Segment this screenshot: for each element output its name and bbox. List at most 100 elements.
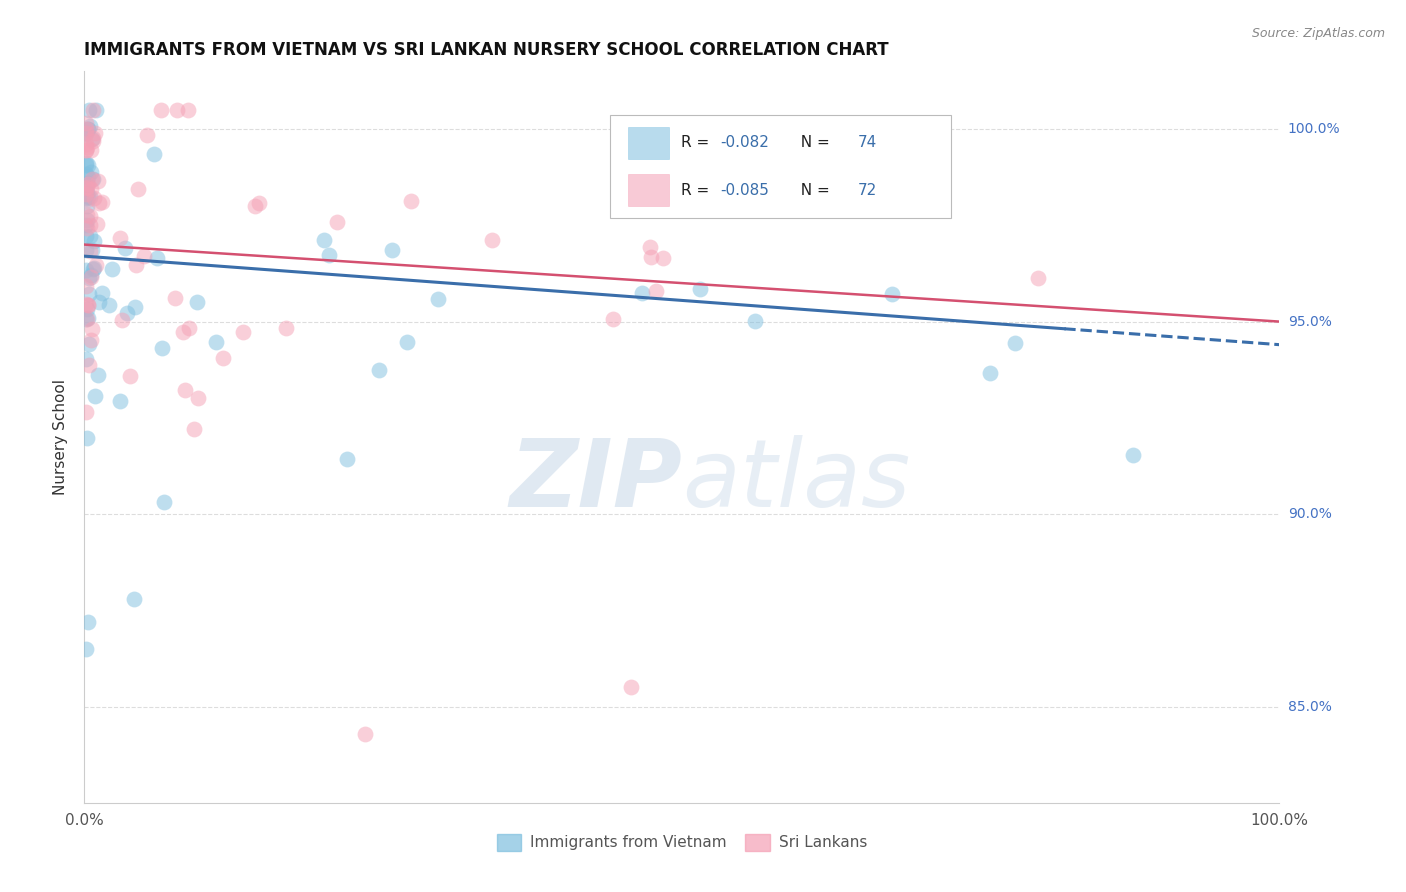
Point: [75, 122, 97, 136]
Point: [401, 194, 423, 209]
Point: [132, 249, 155, 263]
Point: [75, 126, 97, 140]
Point: [79, 229, 101, 244]
Point: [87, 368, 110, 383]
Text: ZIP: ZIP: [509, 435, 682, 527]
Point: [75, 156, 97, 170]
Point: [640, 250, 662, 264]
Point: [80, 268, 103, 283]
Point: [979, 366, 1001, 380]
FancyBboxPatch shape: [628, 174, 669, 206]
Point: [127, 182, 149, 196]
Point: [76, 199, 98, 213]
Point: [80, 171, 103, 186]
Text: R =: R =: [681, 183, 714, 198]
Point: [77, 298, 100, 312]
Point: [77, 190, 100, 204]
Point: [243, 199, 266, 213]
Point: [79, 209, 101, 223]
Point: [136, 128, 159, 142]
Point: [111, 313, 134, 327]
Point: [172, 325, 194, 339]
Point: [75, 641, 97, 656]
Point: [620, 681, 643, 695]
Point: [744, 313, 766, 327]
Text: IMMIGRANTS FROM VIETNAM VS SRI LANKAN NURSERY SCHOOL CORRELATION CHART: IMMIGRANTS FROM VIETNAM VS SRI LANKAN NU…: [84, 41, 889, 59]
Point: [1122, 448, 1144, 462]
Point: [77, 336, 100, 351]
Point: [77, 298, 100, 312]
Text: -0.085: -0.085: [720, 183, 769, 198]
Point: [89, 294, 111, 309]
Point: [150, 103, 173, 117]
Point: [174, 383, 197, 397]
Point: [179, 321, 201, 335]
Text: N =: N =: [790, 136, 834, 150]
Point: [77, 271, 100, 285]
Point: [108, 394, 131, 409]
Point: [652, 251, 675, 265]
Point: [79, 244, 101, 259]
Point: [84, 258, 107, 272]
Point: [204, 335, 226, 350]
Text: 95.0%: 95.0%: [1288, 315, 1331, 328]
Point: [396, 335, 419, 350]
Point: [187, 391, 209, 405]
Point: [82, 172, 104, 186]
Point: [166, 103, 188, 117]
Point: [83, 389, 105, 403]
Point: [76, 301, 98, 316]
Point: [80, 269, 103, 284]
Point: [183, 422, 205, 436]
FancyBboxPatch shape: [628, 127, 669, 159]
Point: [1026, 271, 1049, 285]
Point: [143, 147, 166, 161]
Point: [77, 103, 100, 117]
Point: [76, 176, 98, 190]
Point: [75, 143, 97, 157]
Point: [86, 174, 108, 188]
Point: [75, 136, 97, 151]
FancyBboxPatch shape: [610, 115, 950, 218]
Point: [76, 221, 98, 235]
Text: 90.0%: 90.0%: [1288, 507, 1331, 521]
Point: [381, 243, 404, 257]
Point: [75, 127, 97, 141]
Point: [186, 294, 208, 309]
Point: [118, 369, 141, 384]
Point: [91, 194, 114, 209]
Point: [76, 170, 98, 185]
Point: [79, 218, 101, 232]
Point: [83, 260, 105, 275]
Point: [880, 287, 903, 301]
Point: [80, 322, 103, 336]
Point: [124, 301, 146, 315]
Text: 85.0%: 85.0%: [1288, 699, 1331, 714]
Point: [75, 218, 97, 232]
Point: [77, 121, 100, 136]
Point: [177, 103, 200, 117]
Point: [75, 228, 97, 243]
Point: [100, 262, 122, 277]
Point: [247, 196, 270, 211]
Point: [86, 218, 108, 232]
Point: [76, 140, 98, 154]
Point: [211, 351, 233, 365]
Point: [75, 143, 97, 157]
Point: [125, 259, 148, 273]
Point: [83, 190, 105, 204]
Point: [75, 186, 97, 201]
Point: [640, 240, 662, 254]
Point: [76, 213, 98, 227]
Point: [89, 195, 111, 210]
Text: 74: 74: [858, 136, 877, 150]
Point: [76, 208, 98, 222]
Point: [75, 115, 97, 129]
Point: [232, 325, 254, 339]
Text: 100.0%: 100.0%: [1288, 122, 1340, 136]
Point: [84, 126, 107, 140]
Point: [122, 591, 145, 606]
Point: [76, 121, 98, 136]
Point: [75, 404, 97, 418]
Point: [114, 240, 136, 254]
